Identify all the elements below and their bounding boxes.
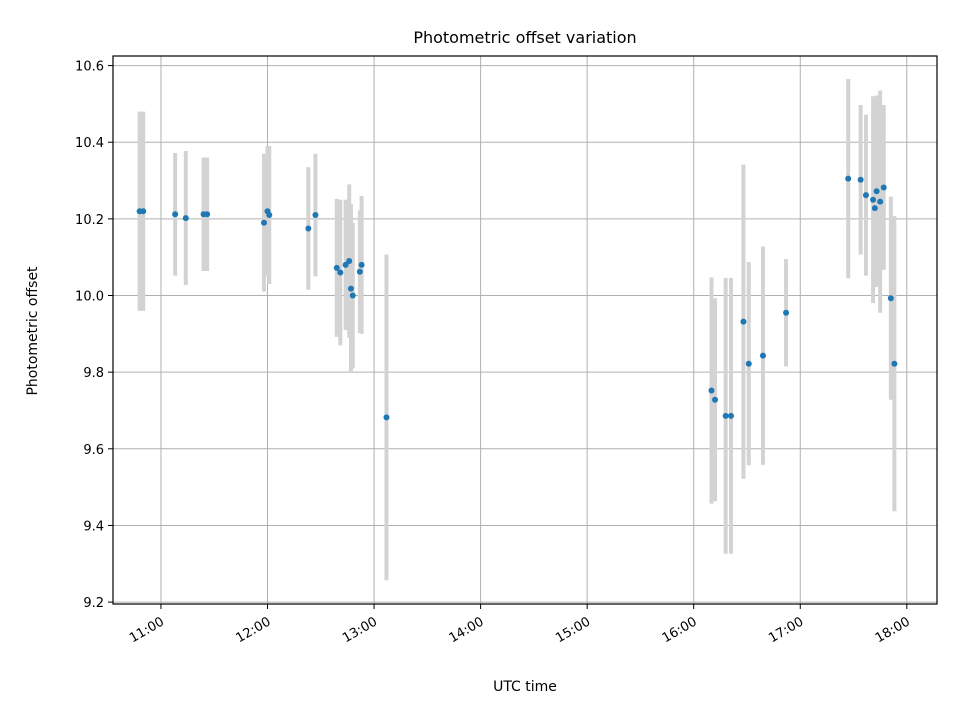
data-point — [891, 360, 898, 367]
data-point — [182, 215, 189, 222]
data-point — [870, 196, 877, 203]
y-tick-label: 9.6 — [83, 443, 104, 458]
data-point — [740, 318, 747, 325]
x-tick-label: 12:00 — [234, 614, 274, 646]
grid-lines — [113, 56, 937, 604]
data-point — [337, 269, 344, 276]
data-point — [880, 184, 887, 191]
y-tick-label: 9.2 — [83, 596, 104, 611]
y-tick-label: 10.6 — [75, 60, 104, 75]
data-point — [356, 268, 363, 275]
x-tick-label: 16:00 — [660, 614, 700, 646]
data-point — [873, 188, 880, 195]
x-axis-label: UTC time — [493, 679, 557, 695]
data-point — [347, 285, 354, 292]
data-point — [312, 212, 319, 219]
chart-title: Photometric offset variation — [413, 28, 636, 47]
y-axis-label: Photometric offset — [25, 266, 41, 396]
data-point — [708, 387, 715, 394]
data-point — [745, 360, 752, 367]
x-tick-label: 11:00 — [127, 614, 167, 646]
data-point — [759, 352, 766, 359]
data-point — [871, 205, 878, 212]
error-bars — [137, 78, 897, 581]
data-point — [383, 414, 390, 421]
data-point — [845, 175, 852, 182]
y-tick-label: 9.4 — [83, 519, 104, 534]
data-point — [204, 211, 211, 218]
data-point — [358, 261, 365, 268]
data-point — [140, 208, 147, 215]
data-point — [728, 412, 734, 419]
y-tick-label: 10.4 — [75, 136, 104, 151]
x-axis-ticks: 11:00 12:00 13:00 14:00 15:00 16:00 17:00 18:00 — [127, 604, 913, 646]
data-point — [266, 212, 273, 219]
data-point — [877, 198, 884, 205]
data-point — [722, 412, 729, 419]
data-points — [136, 175, 898, 421]
data-point — [862, 192, 869, 199]
x-tick-label: 14:00 — [447, 614, 487, 646]
data-point — [857, 176, 864, 183]
data-point — [346, 258, 353, 265]
data-point — [305, 225, 312, 232]
x-tick-label: 17:00 — [766, 614, 806, 646]
x-tick-label: 18:00 — [873, 614, 913, 646]
data-point — [712, 396, 719, 403]
data-point — [887, 295, 894, 302]
data-point — [342, 261, 349, 268]
data-point — [783, 309, 790, 316]
y-tick-label: 10.0 — [75, 290, 104, 305]
y-tick-label: 9.8 — [83, 366, 104, 381]
x-tick-label: 15:00 — [553, 614, 593, 646]
data-point — [172, 211, 179, 218]
x-tick-label: 13:00 — [340, 614, 380, 646]
y-axis-ticks: 9.2 9.4 9.6 9.8 10.0 10.2 10.4 10.6 — [75, 60, 113, 611]
data-point — [260, 219, 267, 226]
data-point — [349, 292, 356, 299]
plot-frame — [112, 55, 938, 605]
data-point — [333, 264, 340, 271]
y-tick-label: 10.2 — [75, 213, 104, 228]
